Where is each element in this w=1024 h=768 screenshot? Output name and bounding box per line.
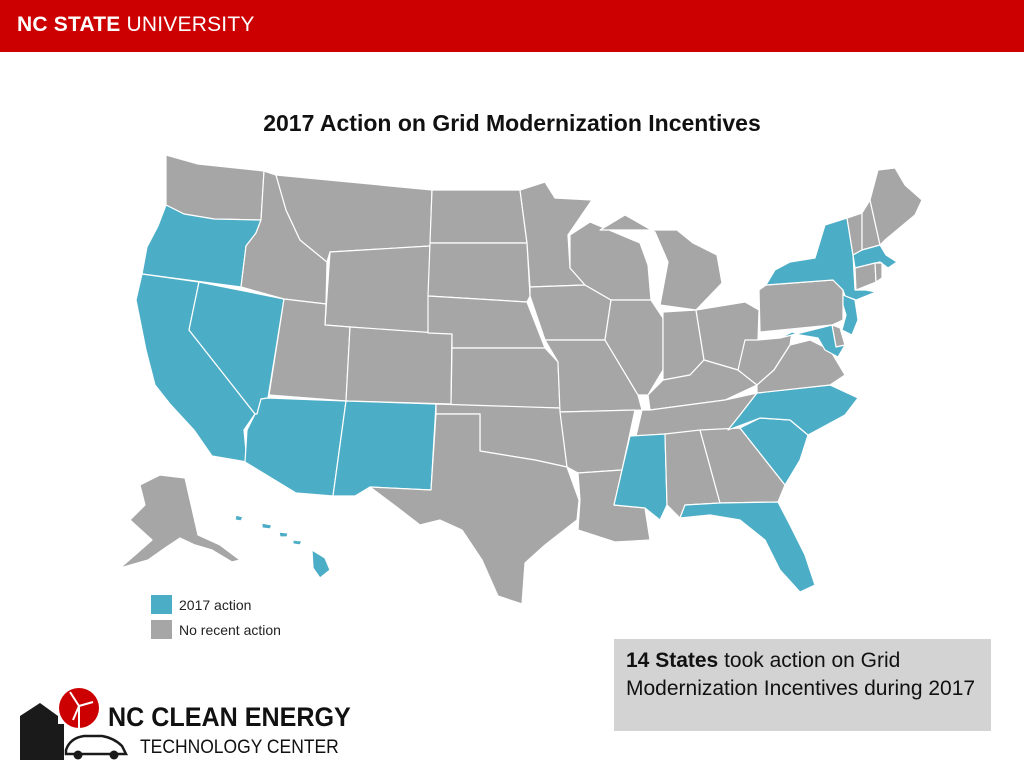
- state-pennsylvania[interactable]: [758, 279, 844, 333]
- logo-line-clean-energy: NC CLEAN ENERGY: [108, 702, 351, 732]
- state-florida[interactable]: [679, 501, 816, 593]
- state-hawaii[interactable]: [234, 514, 331, 579]
- state-texas[interactable]: [369, 413, 580, 605]
- nc-clean-energy-logo[interactable]: [18, 688, 348, 760]
- state-wyoming[interactable]: [324, 245, 431, 334]
- state-new-mexico[interactable]: [332, 400, 437, 497]
- slide-title: 2017 Action on Grid Modernization Incent…: [263, 110, 761, 136]
- summary-callout: 14 States took action on Grid Modernizat…: [614, 639, 991, 731]
- wind-turbine-icon: [69, 691, 94, 740]
- state-new-york[interactable]: [765, 217, 877, 301]
- state-arizona[interactable]: [244, 397, 347, 497]
- legend-item-no-recent-action: No recent action: [151, 617, 281, 642]
- legend-label-no-action: No recent action: [179, 621, 281, 638]
- state-maryland[interactable]: [779, 324, 846, 358]
- car-icon: [64, 734, 129, 756]
- state-rhode-island[interactable]: [874, 262, 883, 283]
- state-washington[interactable]: [165, 154, 265, 221]
- logo-text-bold: NC STATE: [17, 13, 121, 36]
- map-legend: 2017 action No recent action: [151, 592, 281, 642]
- state-kansas[interactable]: [450, 347, 561, 409]
- state-minnesota[interactable]: [519, 181, 593, 288]
- legend-swatch-action: [151, 595, 172, 614]
- header-bar: NC STATE UNIVERSITY: [0, 0, 1024, 52]
- nc-state-university-logo[interactable]: NC STATE UNIVERSITY: [17, 13, 255, 37]
- state-north-dakota[interactable]: [429, 189, 528, 244]
- logo-text-light: UNIVERSITY: [126, 13, 255, 36]
- legend-item-2017-action: 2017 action: [151, 592, 281, 617]
- state-north-carolina[interactable]: [727, 384, 859, 436]
- state-alaska[interactable]: [119, 474, 241, 569]
- legend-label-action: 2017 action: [179, 596, 252, 613]
- state-maine[interactable]: [869, 167, 923, 246]
- state-connecticut[interactable]: [854, 262, 877, 291]
- legend-swatch-no-action: [151, 620, 172, 639]
- state-illinois[interactable]: [604, 299, 664, 396]
- state-new-jersey[interactable]: [841, 294, 859, 336]
- state-colorado[interactable]: [345, 326, 453, 405]
- summary-count: 14 States: [626, 649, 719, 672]
- logo-line-technology-center: TECHNOLOGY CENTER: [140, 737, 339, 758]
- summary-text: took action on Grid Modernization Incent…: [626, 649, 976, 700]
- state-south-dakota[interactable]: [427, 242, 531, 303]
